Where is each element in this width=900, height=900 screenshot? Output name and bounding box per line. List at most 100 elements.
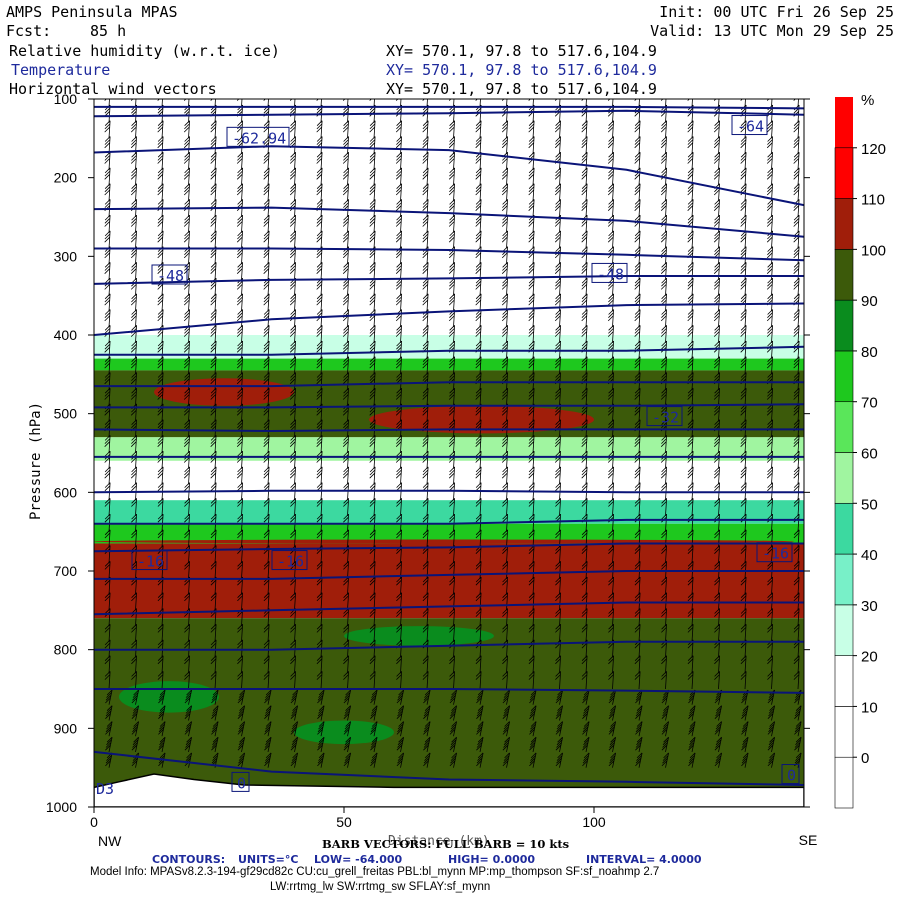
- wind-barb: [317, 689, 325, 705]
- wind-barb: [634, 466, 641, 485]
- wind-barb: [688, 705, 696, 721]
- wind-barb: [343, 561, 349, 579]
- wind-barb: [157, 120, 164, 139]
- y-tick-label: 1000: [46, 799, 77, 815]
- wind-barb: [184, 529, 190, 548]
- wind-barb: [369, 340, 376, 359]
- wind-barb: [369, 608, 376, 627]
- wind-barb: [607, 309, 614, 328]
- wind-barb: [184, 736, 192, 752]
- wind-barb: [661, 498, 667, 516]
- wind-barb: [210, 167, 217, 186]
- wind-barb: [634, 576, 641, 595]
- wind-barb: [581, 167, 588, 186]
- wind-barb: [740, 151, 747, 170]
- wind-barb: [237, 705, 245, 721]
- wind-barb: [528, 576, 535, 595]
- wind-barb: [582, 736, 590, 752]
- wind-barb: [342, 325, 349, 343]
- wind-barb: [184, 689, 192, 705]
- wind-barb: [713, 120, 720, 139]
- wind-barb: [554, 246, 561, 265]
- wind-barb: [607, 387, 614, 406]
- wind-barb: [661, 576, 667, 595]
- wind-barb: [184, 721, 192, 737]
- wind-barb: [395, 435, 402, 454]
- wind-barb: [395, 262, 402, 280]
- wind-barb: [130, 419, 137, 438]
- wind-barb: [369, 120, 376, 139]
- forecast-label: Fcst:: [6, 22, 52, 40]
- wind-barb: [688, 752, 696, 768]
- wind-barb: [555, 498, 561, 516]
- wind-barb: [104, 435, 111, 454]
- wind-barb: [581, 230, 588, 249]
- wind-barb: [607, 199, 614, 218]
- wind-barb: [582, 689, 590, 705]
- wind-barb: [157, 183, 164, 202]
- wind-barb: [395, 356, 402, 375]
- wind-barb: [635, 752, 643, 768]
- wind-barb: [607, 262, 614, 280]
- wind-barb: [714, 545, 720, 564]
- temperature-contour: [94, 247, 804, 262]
- wind-barb: [210, 592, 217, 611]
- y-tick-label: 500: [54, 406, 78, 422]
- wind-barb: [740, 356, 747, 375]
- wind-barb: [157, 435, 164, 454]
- wind-barb: [714, 655, 720, 674]
- wind-barb: [369, 262, 376, 280]
- wind-barb: [554, 325, 561, 343]
- wind-barb: [370, 736, 378, 752]
- contour-label-text: -16: [762, 545, 789, 563]
- wind-barb: [157, 498, 164, 516]
- wind-barb: [316, 671, 323, 690]
- colorbar-swatch: [834, 299, 854, 352]
- wind-barb: [529, 721, 537, 737]
- wind-barb: [475, 277, 482, 296]
- wind-barb: [714, 623, 720, 642]
- wind-barb: [448, 230, 455, 249]
- wind-barb: [607, 214, 614, 233]
- wind-barb: [554, 466, 561, 485]
- wind-barb: [448, 277, 455, 296]
- wind-barb: [422, 325, 429, 343]
- wind-barb: [157, 325, 164, 343]
- contour-label-box: [151, 264, 188, 285]
- wind-barb: [740, 592, 747, 611]
- wind-barb: [289, 167, 296, 186]
- wind-barb: [423, 736, 431, 752]
- wind-barb: [713, 246, 720, 265]
- wind-barb: [634, 356, 641, 375]
- wind-barb: [501, 309, 508, 328]
- wind-barb: [634, 309, 641, 328]
- wind-barb: [766, 151, 773, 170]
- wind-barb: [766, 325, 773, 343]
- wind-barb: [448, 325, 455, 343]
- wind-barb: [713, 214, 720, 233]
- wind-barb: [131, 623, 137, 642]
- wind-barb: [581, 498, 588, 516]
- wind-barb: [237, 752, 245, 768]
- wind-barb: [183, 340, 190, 359]
- contour-label-text: -16: [137, 553, 164, 571]
- wind-barb: [740, 230, 747, 249]
- wind-barb: [766, 167, 773, 186]
- wind-barb: [289, 325, 296, 343]
- wind-barb: [210, 387, 217, 406]
- wind-barb: [157, 623, 164, 642]
- wind-barb: [475, 450, 482, 469]
- wind-barb: [396, 705, 404, 721]
- wind-barb: [501, 199, 508, 218]
- wind-barb: [741, 736, 749, 752]
- wind-barb: [634, 136, 641, 155]
- wind-barbs-layer: [104, 99, 802, 768]
- contour-label: 0: [781, 764, 800, 785]
- model-info-physics: LW:rrtmg_lw SW:rrtmg_sw SFLAY:sf_mynn: [270, 881, 491, 893]
- wind-barb: [688, 689, 696, 705]
- wind-barb: [581, 120, 588, 139]
- wind-barb: [793, 277, 800, 296]
- wind-barb: [422, 466, 429, 485]
- wind-barb: [634, 545, 641, 564]
- wind-barb: [369, 387, 376, 406]
